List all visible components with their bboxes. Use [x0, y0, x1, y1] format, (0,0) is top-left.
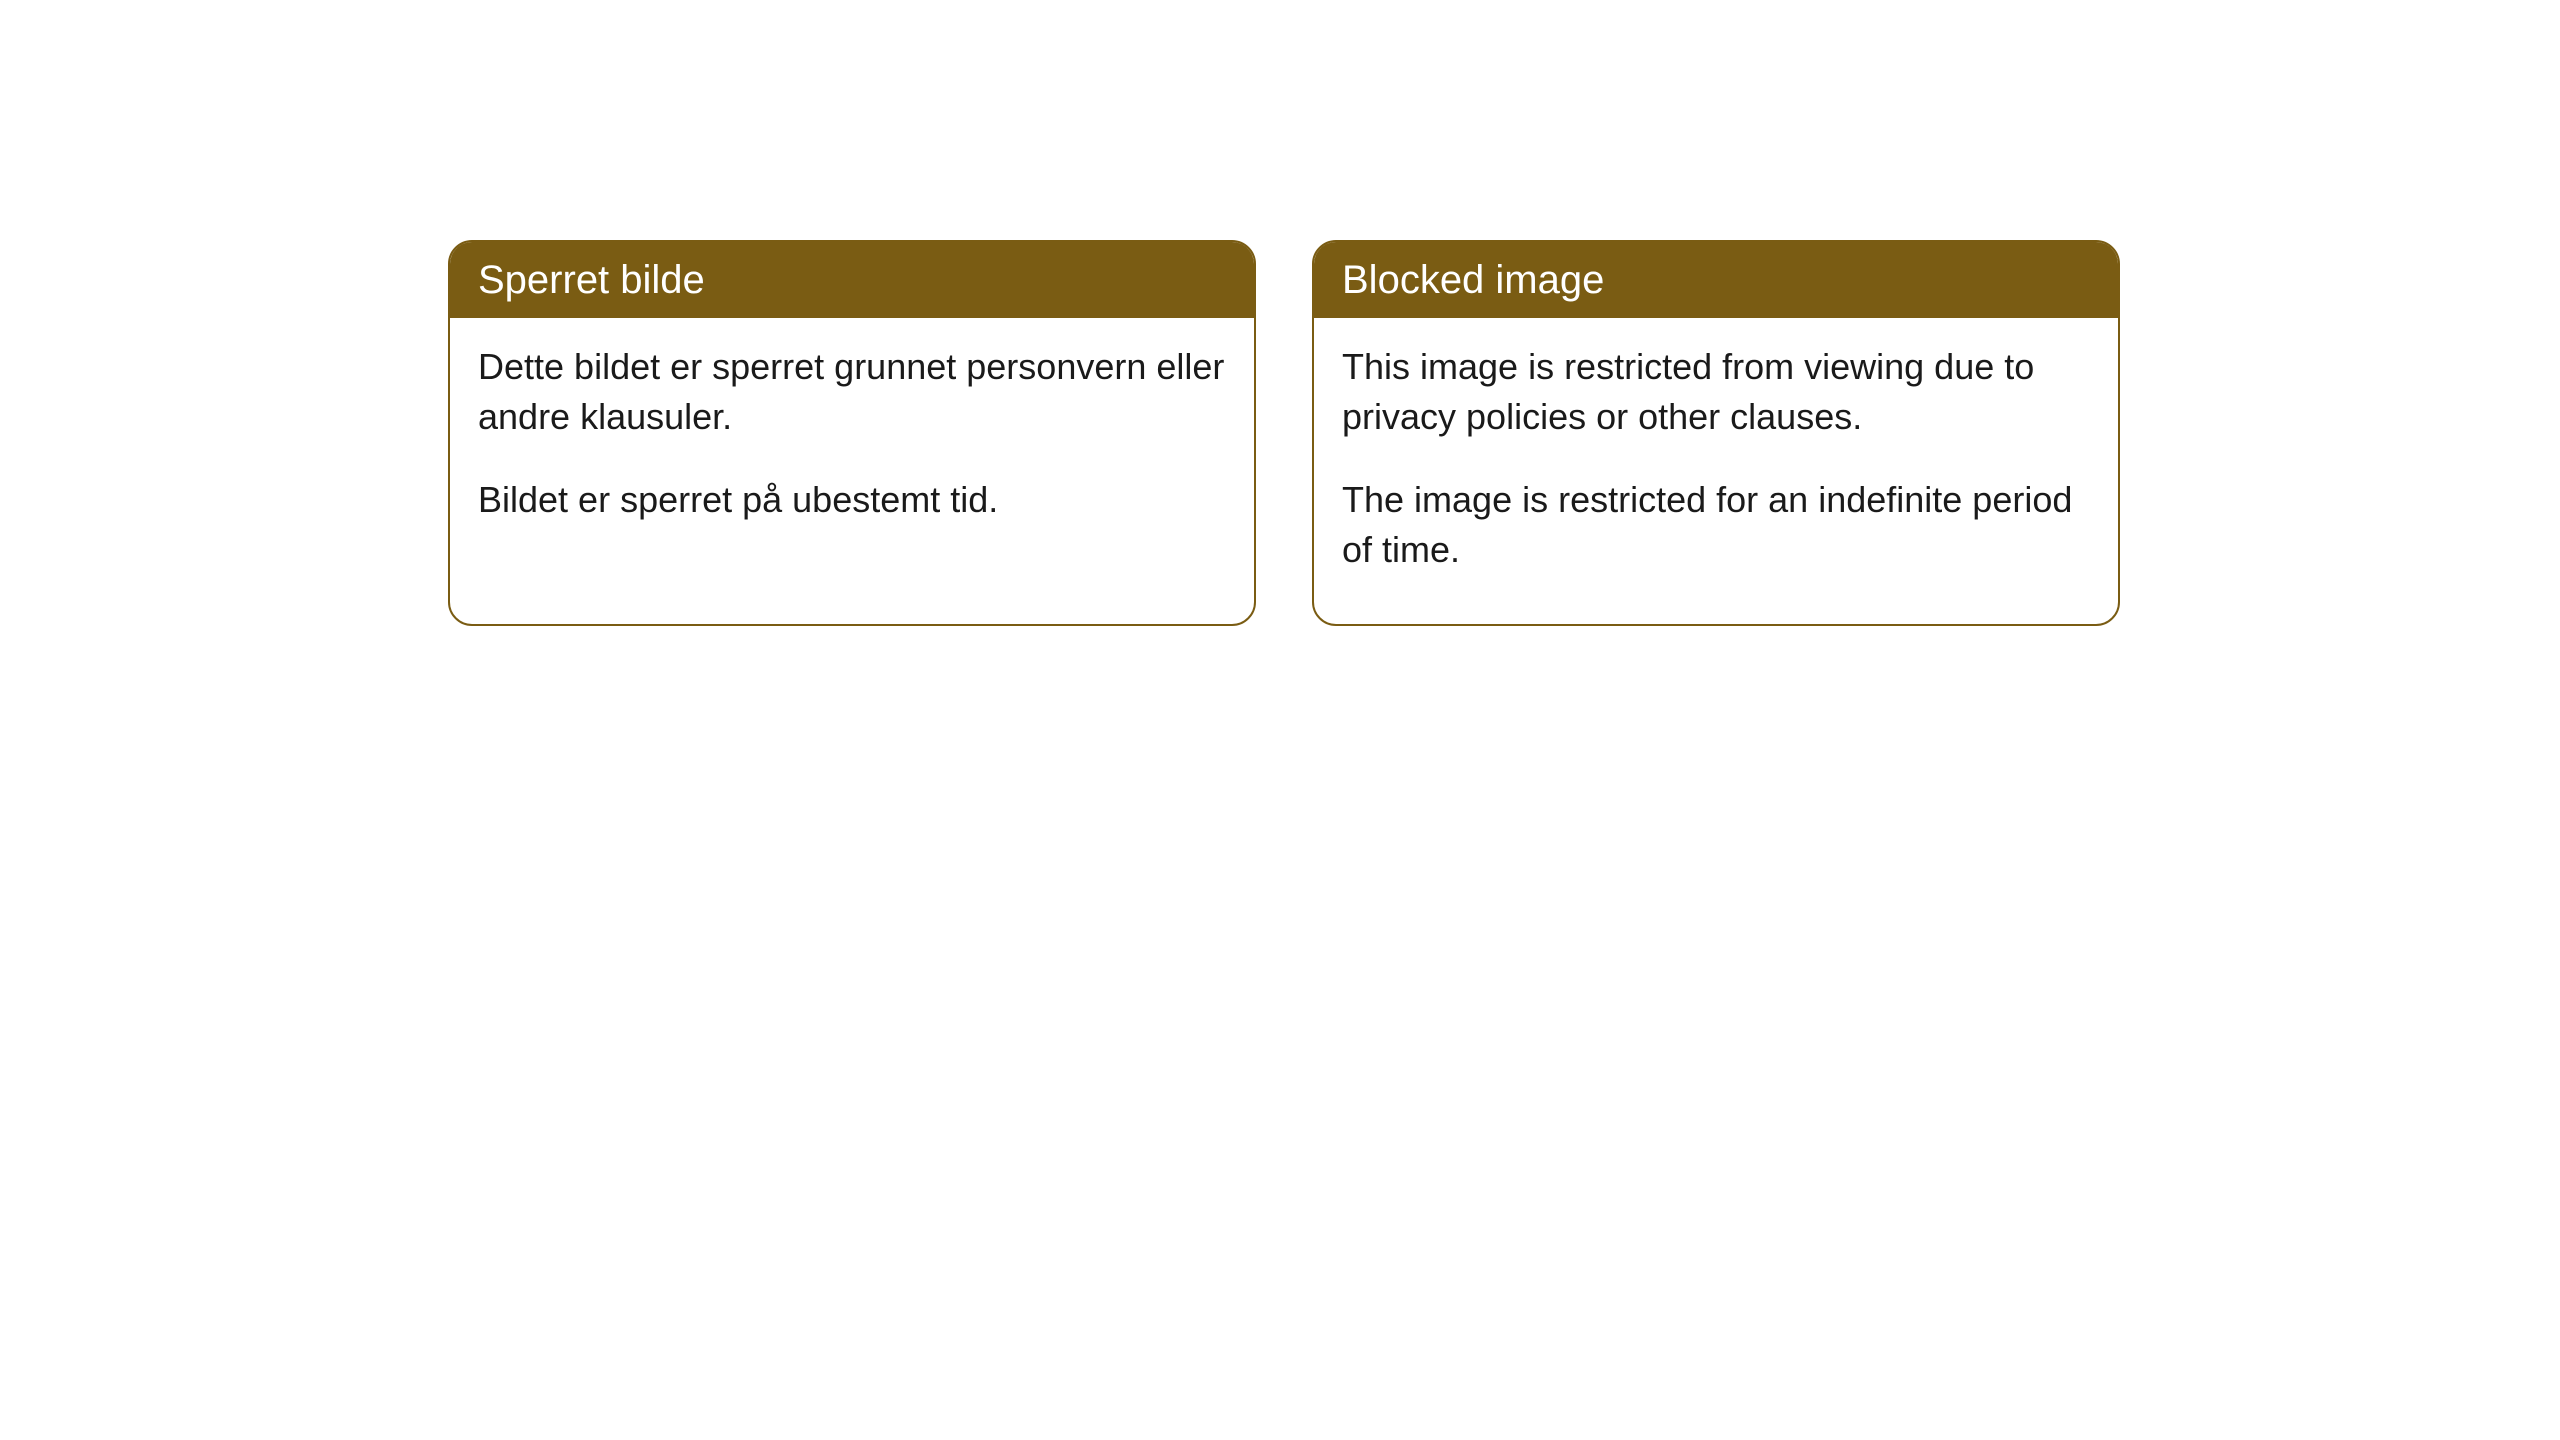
blocked-image-card-norwegian: Sperret bilde Dette bildet er sperret gr… [448, 240, 1256, 626]
card-header-norwegian: Sperret bilde [450, 242, 1254, 318]
card-body-english: This image is restricted from viewing du… [1314, 318, 2118, 624]
notice-text-1: This image is restricted from viewing du… [1342, 342, 2090, 443]
blocked-image-card-english: Blocked image This image is restricted f… [1312, 240, 2120, 626]
notice-container: Sperret bilde Dette bildet er sperret gr… [0, 0, 2560, 626]
notice-text-2: The image is restricted for an indefinit… [1342, 475, 2090, 576]
card-title: Sperret bilde [478, 258, 705, 302]
notice-text-2: Bildet er sperret på ubestemt tid. [478, 475, 1226, 525]
card-title: Blocked image [1342, 258, 1604, 302]
notice-text-1: Dette bildet er sperret grunnet personve… [478, 342, 1226, 443]
card-body-norwegian: Dette bildet er sperret grunnet personve… [450, 318, 1254, 573]
card-header-english: Blocked image [1314, 242, 2118, 318]
